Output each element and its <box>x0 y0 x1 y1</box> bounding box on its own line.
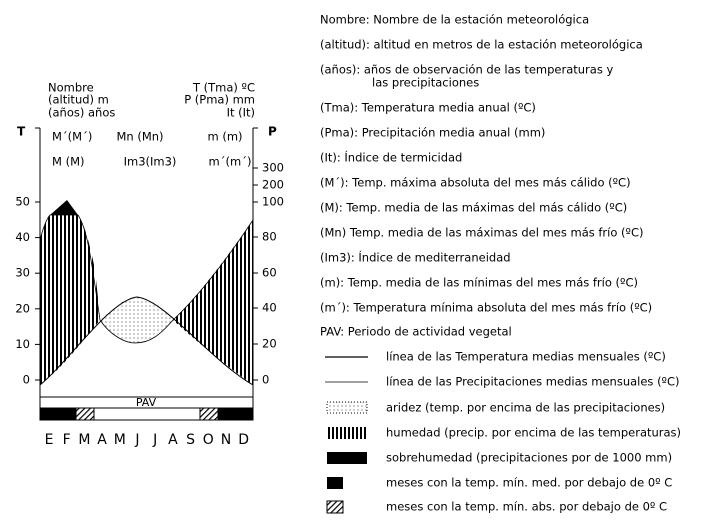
frost-months <box>218 408 253 420</box>
row-label: Mn (Mn) <box>116 130 163 144</box>
definition: (Im3): Índice de mediterraneidad <box>320 250 511 265</box>
superhumidity-symbol <box>327 452 367 464</box>
legend-label: línea de las Temperatura medias mensuale… <box>386 350 666 364</box>
left-tick-label: 40 <box>15 230 30 244</box>
right-tick-label: 60 <box>262 266 277 280</box>
right-tick-label: 0 <box>262 373 269 387</box>
axis-label: P <box>268 125 277 139</box>
legend-label: meses con la temp. mín. med. por debajo … <box>386 476 672 490</box>
definition: PAV: Periodo de actividad vegetal <box>320 325 512 339</box>
definition: (M´): Temp. máxima absoluta del mes más … <box>320 176 631 190</box>
definition: (Pma): Precipitación media anual (mm) <box>320 126 545 140</box>
abs-frost-months <box>199 407 219 421</box>
row-label: Im3(Im3) <box>124 155 177 169</box>
frost-symbol <box>327 477 343 489</box>
frost-months <box>40 408 76 420</box>
left-tick-label: 0 <box>23 373 30 387</box>
humidity-area-left <box>40 215 100 385</box>
header: (altitud) m <box>48 93 109 107</box>
month-label: A <box>97 432 107 448</box>
aridity-area <box>100 297 173 343</box>
month-label: E <box>45 432 54 448</box>
definition: (Tma): Temperatura media anual (ºC) <box>320 101 536 115</box>
definition: (altitud): altitud en metros de la estac… <box>320 38 643 52</box>
header: T (Tma) ºC <box>192 81 255 95</box>
header: (años) años <box>48 106 115 120</box>
aridity-symbol <box>326 401 368 414</box>
month-label: O <box>203 432 214 448</box>
row-label: m (m) <box>207 130 242 144</box>
left-tick-label: 10 <box>15 337 30 351</box>
right-tick-label: 80 <box>262 230 277 244</box>
humidity-area-right <box>173 220 253 385</box>
month-label: M <box>78 432 90 448</box>
temperature-line <box>39 296 254 386</box>
month-label: A <box>168 432 178 448</box>
definition: (años): años de observación de las tempe… <box>320 63 613 77</box>
definition: (Mn) Temp. media de las máximas del mes … <box>320 226 643 240</box>
definition: (m): Temp. media de las mínimas del mes … <box>320 276 638 290</box>
month-label: J <box>152 432 157 448</box>
row-label: M (M) <box>52 155 84 169</box>
definition: (It): Índice de termicidad <box>320 150 462 165</box>
axis-label: T <box>17 125 26 139</box>
right-tick-label: 40 <box>262 301 277 315</box>
abs-frost-months <box>75 407 95 421</box>
right-tick-label: 20 <box>262 337 277 351</box>
legend-label: humedad (precip. por encima de las tempe… <box>386 426 681 440</box>
humidity-symbol <box>327 427 367 439</box>
abs-frost-symbol <box>326 500 344 514</box>
left-tick-label: 50 <box>15 195 30 209</box>
legend-label: sobrehumedad (precipitaciones por de 100… <box>386 451 672 465</box>
definition: (m´): Temperatura mínima absoluta del me… <box>320 301 652 315</box>
definition: (M): Temp. media de las máximas del más … <box>320 201 627 215</box>
month-label: J <box>134 432 139 448</box>
right-tick-label: 200 <box>262 178 284 192</box>
legend-label: meses con la temp. mín. abs. por debajo … <box>386 500 667 514</box>
legend-label: aridez (temp. por encima de las precipit… <box>386 401 665 415</box>
left-tick-label: 20 <box>15 301 30 315</box>
legend-label: línea de las Precipitaciones medias mens… <box>386 375 680 389</box>
definition: las precipitaciones <box>372 76 479 90</box>
right-tick-label: 100 <box>262 195 284 209</box>
header: P (Pma) mm <box>184 93 255 107</box>
diagram: PAV Nombre (altitud) m (años) años T (Tm… <box>17 81 277 421</box>
precipitation-line <box>39 214 254 344</box>
header: Nombre <box>48 81 94 95</box>
month-label: S <box>186 432 195 448</box>
pav-label: PAV <box>136 396 157 409</box>
superhumidity-area <box>50 200 78 215</box>
header: It (It) <box>227 106 255 120</box>
month-label: D <box>238 432 249 448</box>
definition: Nombre: Nombre de la estación meteorológ… <box>320 13 589 27</box>
legend-symbols <box>325 356 368 514</box>
left-tick-label: 30 <box>15 266 30 280</box>
month-label: M <box>114 432 126 448</box>
right-tick-label: 300 <box>262 161 284 175</box>
row-label: m´(m´) <box>209 155 252 169</box>
row-label: M´(M´) <box>52 130 92 144</box>
month-label: N <box>221 432 231 448</box>
month-label: F <box>63 432 71 448</box>
